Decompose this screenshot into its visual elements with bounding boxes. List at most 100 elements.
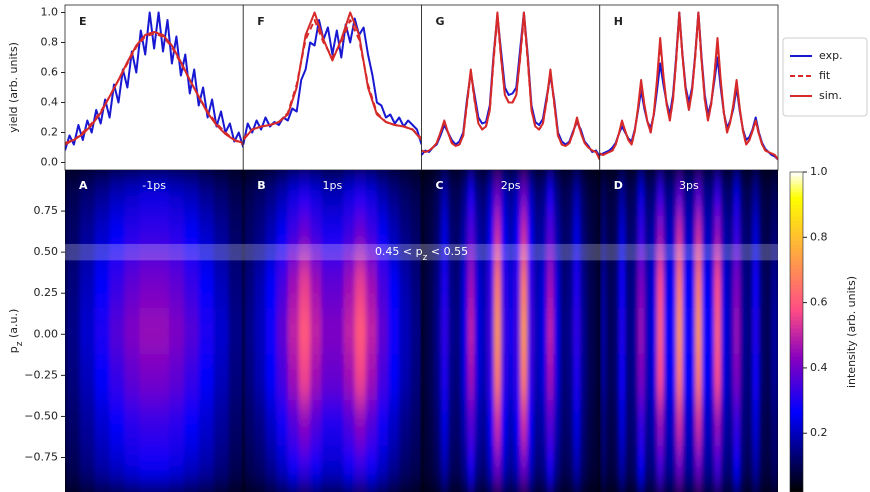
heatmap-cell	[540, 446, 548, 492]
heatmap-cell	[183, 216, 200, 263]
series-line	[242, 11, 423, 141]
heatmap-cell	[298, 354, 311, 401]
heatmap-cell	[94, 170, 111, 217]
heatmap-cell	[606, 170, 614, 217]
colorbar-swatch	[790, 424, 803, 429]
heatmap-cell	[434, 170, 442, 217]
heatmap-cell	[183, 354, 200, 401]
heatmap-cell	[298, 446, 311, 492]
heatmap-cell	[566, 308, 574, 355]
heatmap-cell	[758, 308, 766, 355]
heatmap-cell	[287, 216, 300, 263]
heatmap-cell	[593, 308, 600, 355]
heatmap-cell	[560, 170, 568, 217]
heatmap-cells	[65, 170, 244, 492]
heatmap-cell	[714, 308, 722, 355]
heatmap-cell	[771, 170, 778, 217]
colorbar-swatch	[790, 316, 803, 321]
series-line	[65, 11, 245, 151]
heatmap-cell	[720, 308, 728, 355]
heatmap-cell	[94, 446, 111, 492]
colorbar-tick-label: 0.8	[810, 230, 828, 243]
heatmap-cell	[461, 400, 469, 447]
heatmap-cell	[573, 354, 581, 401]
colorbar-swatch	[790, 436, 803, 441]
heatmap-cell	[428, 308, 436, 355]
heatmap-cell	[474, 216, 482, 263]
heatmap-cell	[618, 400, 626, 447]
colorbar-swatch	[790, 388, 803, 393]
heatmap-cell	[265, 216, 278, 263]
heatmap-cell	[421, 216, 429, 263]
heatmap-cell	[428, 354, 436, 401]
heatmap-cell	[321, 400, 333, 447]
heatmap-cell	[695, 262, 703, 309]
heatmap-cell	[168, 262, 185, 309]
heatmap-cell	[540, 170, 548, 217]
heatmap-cell	[480, 262, 489, 309]
heatmap-cell	[625, 308, 633, 355]
heatmap-cell	[124, 170, 140, 217]
heatmap-cell	[720, 400, 728, 447]
heatmap-cell	[354, 400, 367, 447]
heatmap-cell	[254, 170, 267, 217]
colorbar-swatch	[790, 224, 803, 229]
heatmap-cell	[701, 308, 709, 355]
heatmap-cell	[461, 354, 469, 401]
heatmap-cell	[586, 354, 594, 401]
panel-title: -1ps	[142, 179, 166, 192]
heatmap-cell	[487, 354, 495, 401]
colorbar-swatch	[790, 392, 803, 397]
colorbar-swatch	[790, 480, 803, 485]
heatmap-cell	[434, 354, 442, 401]
label-part: p	[7, 346, 20, 353]
heatmap-cell	[752, 354, 760, 401]
heatmap-cell	[533, 308, 541, 355]
heatmap-cell	[487, 308, 495, 355]
heatmap-cell	[599, 262, 607, 309]
panel-background	[421, 5, 600, 170]
heatmap-cell	[546, 216, 555, 263]
colorbar-label: intensity (arb. units)	[845, 276, 858, 388]
heatmap-cell	[573, 400, 581, 447]
heatmap-cell	[139, 216, 155, 263]
heatmap-cell	[663, 216, 671, 263]
legend-label: fit	[819, 69, 831, 82]
heatmap-cell	[682, 216, 690, 263]
colorbar-swatch	[790, 264, 803, 269]
colorbar-swatch	[790, 308, 803, 313]
heatmap-cell	[79, 400, 96, 447]
heatmap-cell	[198, 262, 215, 309]
heatmap-cell	[650, 216, 658, 263]
heatmap-cell	[644, 354, 652, 401]
heatmap-cell	[500, 262, 508, 309]
heatmap-cell	[644, 446, 652, 492]
heatmap-cell	[428, 262, 436, 309]
heatmap-cell	[546, 170, 555, 217]
heatmap-cell	[354, 216, 367, 263]
heatmap-cell	[467, 262, 475, 309]
heatmap-cell	[441, 216, 449, 263]
panel-title: 1ps	[323, 179, 343, 192]
heatmap-cell	[560, 400, 568, 447]
heatmap-cell	[428, 216, 436, 263]
label-part: 0.45 < p	[375, 245, 423, 258]
heatmap-cell	[758, 400, 766, 447]
heatmap-cell	[553, 400, 561, 447]
colorbar-swatch	[790, 396, 803, 401]
colorbar-swatch	[790, 184, 803, 189]
heatmap-cell	[707, 354, 715, 401]
colorbar-swatch	[790, 204, 803, 209]
heatmap-cell	[746, 446, 754, 492]
heatmap-cell	[276, 354, 289, 401]
series-line	[599, 11, 778, 161]
heatmap-cell	[183, 262, 200, 309]
heatmap-cell	[579, 262, 588, 309]
heatmap-cell	[109, 400, 126, 447]
heatmap-cell	[461, 308, 469, 355]
heatmap-cell	[657, 308, 665, 355]
heatmap-cell	[765, 262, 773, 309]
y-tick-label: 1.0	[41, 6, 59, 19]
heatmap-cell	[612, 170, 620, 217]
heatmap-cell	[447, 170, 456, 217]
